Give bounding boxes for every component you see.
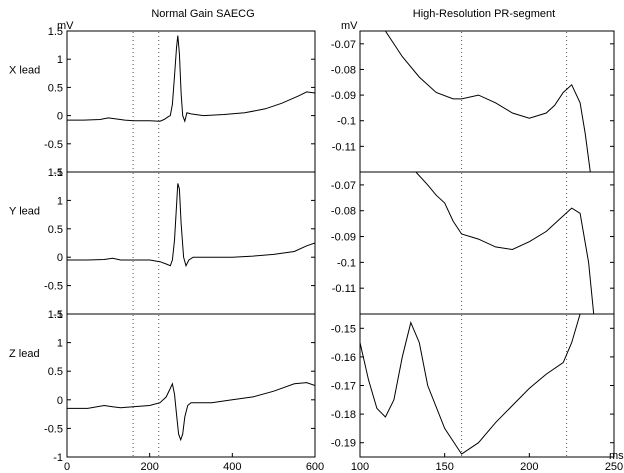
- x-tick-label: 200: [140, 461, 158, 473]
- y-tick-label: -0.19: [331, 438, 356, 450]
- signal-trace: [384, 31, 591, 172]
- y-tick-label: 1.5: [48, 309, 63, 321]
- y-tick-label: -0.15: [331, 323, 356, 335]
- left-chart-title: Normal Gain SAECG: [151, 8, 254, 20]
- x-tick-label: 100: [351, 461, 369, 473]
- signal-trace: [67, 382, 315, 442]
- right-unit-label: mV: [341, 20, 358, 32]
- y-tick-label: -0.5: [44, 281, 63, 293]
- y-tick-label: -1: [53, 309, 63, 321]
- lead-label: X lead: [9, 64, 40, 76]
- y-tick-label: -0.08: [331, 206, 356, 218]
- panel-frame: [66, 313, 316, 458]
- y-tick-label: 0: [57, 252, 63, 264]
- y-tick-label: -0.07: [331, 39, 356, 51]
- panel-frame: [359, 30, 615, 173]
- x-tick-label: 250: [605, 461, 623, 473]
- signal-trace: [67, 183, 315, 268]
- y-tick-label: -0.07: [331, 180, 356, 192]
- x-tick-label: 0: [64, 461, 70, 473]
- y-tick-label: -0.11: [332, 141, 356, 153]
- panel-frame: [66, 30, 316, 173]
- signal-trace: [415, 172, 595, 314]
- left-unit-label: mV: [57, 20, 74, 32]
- y-tick-label: -0.18: [331, 409, 356, 421]
- y-tick-label: 0.5: [48, 366, 63, 378]
- y-tick-label: 0: [57, 395, 63, 407]
- y-tick-label: 0.5: [48, 82, 63, 94]
- x-tick-label: 200: [520, 461, 538, 473]
- y-tick-label: 1.5: [48, 26, 63, 38]
- y-tick-label: 0: [57, 111, 63, 123]
- x-tick-label: 150: [435, 461, 453, 473]
- y-tick-label: -0.11: [332, 283, 356, 295]
- y-tick-label: -0.09: [331, 232, 356, 244]
- x-tick-label: 600: [306, 461, 324, 473]
- y-tick-label: -0.5: [44, 423, 63, 435]
- y-tick-label: 0.5: [48, 224, 63, 236]
- right-chart-title: High-Resolution PR-segment: [413, 8, 555, 20]
- y-tick-label: 1: [57, 195, 63, 207]
- x-tick-label: 400: [223, 461, 241, 473]
- y-tick-label: -1: [53, 167, 63, 179]
- lead-label: Z lead: [9, 348, 40, 360]
- y-tick-label: -0.1: [337, 257, 356, 269]
- signal-trace: [67, 35, 315, 123]
- y-tick-label: -0.5: [44, 139, 63, 151]
- panel-frame: [359, 313, 615, 458]
- y-tick-label: -0.08: [331, 64, 356, 76]
- y-tick-label: -0.17: [331, 381, 356, 393]
- y-tick-label: -0.1: [337, 116, 356, 128]
- y-tick-label: 1: [57, 338, 63, 350]
- y-tick-label: 1.5: [48, 167, 63, 179]
- panel-frame: [66, 171, 316, 315]
- lead-label: Y lead: [9, 206, 40, 218]
- y-tick-label: -0.09: [331, 90, 356, 102]
- y-tick-label: -1: [53, 452, 63, 464]
- signal-trace: [360, 314, 581, 455]
- right-x-unit-label: ms: [609, 450, 624, 462]
- y-tick-label: -0.16: [331, 352, 356, 364]
- y-tick-label: 1: [57, 54, 63, 66]
